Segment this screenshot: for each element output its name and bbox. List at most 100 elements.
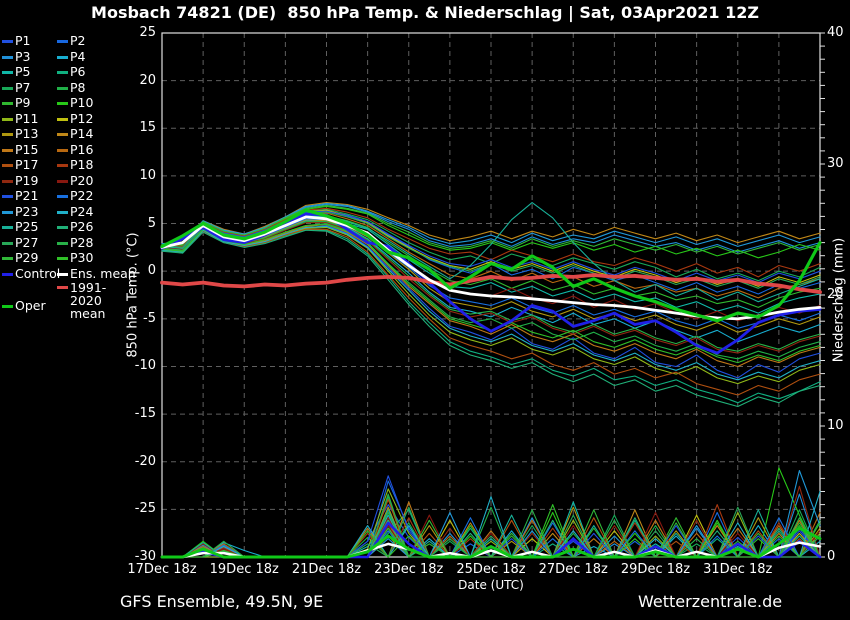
legend-item-p13: P13	[2, 126, 38, 141]
legend-label: 1991-2020 mean	[70, 280, 107, 321]
temp-tick-label: 0	[147, 263, 156, 279]
legend-swatch	[57, 40, 68, 43]
precip-line-oper	[160, 526, 822, 559]
legend-item-p23: P23	[2, 204, 38, 219]
legend-item-ens-mean: Ens. mean	[57, 266, 136, 281]
temp-line-oper	[160, 208, 822, 323]
legend-item-p14: P14	[57, 126, 93, 141]
legend-item-p16: P16	[57, 142, 93, 157]
temp-tick-label: 25	[139, 25, 156, 40]
legend-swatch	[57, 133, 68, 136]
legend-label: P30	[70, 250, 94, 265]
legend-label: P22	[70, 188, 94, 203]
legend-swatch	[2, 210, 13, 214]
temp-line-P15	[161, 223, 821, 368]
legend-label: P14	[70, 126, 94, 141]
temp-tick-label: 5	[147, 215, 156, 231]
legend-label: Control	[15, 265, 61, 281]
temp-line-P23	[161, 202, 821, 247]
date-tick-label: 27Dec 18z	[538, 562, 608, 577]
legend-label: P29	[15, 250, 39, 265]
precip-tick-label: 30	[827, 156, 844, 171]
temp-line-P28	[161, 221, 821, 352]
legend-label: P2	[70, 33, 86, 48]
legend-label: P21	[15, 188, 39, 203]
legend-item-p10: P10	[57, 95, 93, 110]
legend-item-p17: P17	[2, 157, 38, 172]
legend-label: P7	[15, 79, 31, 95]
legend-label: P1	[15, 33, 31, 48]
legend-swatch	[2, 257, 13, 260]
legend-item-p20: P20	[57, 173, 93, 188]
temp-tick-label: -20	[134, 453, 156, 469]
legend-item-p21: P21	[2, 188, 38, 203]
legend-item-p28: P28	[57, 235, 93, 250]
legend-swatch	[2, 117, 13, 121]
legend-swatch	[57, 179, 68, 183]
temp-line-P17	[161, 228, 821, 396]
legend-swatch	[2, 179, 13, 183]
legend-item-p6: P6	[57, 64, 86, 79]
temp-tick-label: -5	[143, 310, 156, 326]
legend-item-p2: P2	[57, 33, 86, 48]
legend-item-p3: P3	[2, 49, 31, 64]
legend-item-p18: P18	[57, 157, 93, 172]
temp-line-P14	[161, 202, 821, 245]
date-tick-label: 31Dec 18z	[703, 562, 773, 577]
legend-item-p24: P24	[57, 204, 93, 219]
legend-swatch	[57, 241, 68, 245]
legend-item-1991-2020-mean: 1991-2020 mean	[57, 281, 133, 320]
date-tick-label: 23Dec 18z	[374, 562, 444, 577]
legend-swatch	[57, 257, 68, 260]
chart-title: Mosbach 74821 (DE) 850 hPa Temp. & Niede…	[91, 3, 759, 22]
temp-tick-label: -10	[134, 358, 156, 374]
legend: P1 P2 P3 P4 P5 P6 P7 P8 P9 P10 P11 P12 P13 P14 P15 P16 P…	[2, 0, 136, 330]
legend-swatch	[2, 164, 13, 167]
legend-item-p12: P12	[57, 111, 93, 126]
precip-tick-label: 20	[827, 287, 844, 302]
legend-swatch	[57, 86, 68, 90]
temp-tick-label: -25	[134, 501, 156, 517]
date-tick-label: 25Dec 18z	[456, 562, 526, 577]
legend-swatch	[57, 226, 68, 229]
legend-label: P19	[15, 172, 39, 188]
temp-line-P24	[161, 225, 821, 381]
legend-swatch	[2, 71, 13, 74]
legend-item-p1: P1	[2, 33, 31, 48]
legend-label: P26	[70, 219, 94, 234]
precip-tick-label: 0	[827, 549, 836, 564]
legend-label: P27	[15, 234, 39, 250]
legend-item-p22: P22	[57, 188, 93, 203]
legend-swatch	[57, 102, 68, 105]
legend-label: P10	[70, 95, 94, 110]
legend-swatch	[57, 148, 68, 152]
legend-swatch	[2, 133, 13, 136]
legend-label: P17	[15, 157, 39, 172]
legend-item-p15: P15	[2, 142, 38, 157]
temp-tick-label: 15	[139, 120, 156, 136]
legend-label: P13	[15, 126, 39, 141]
temp-line-P19	[161, 222, 821, 354]
legend-item-p30: P30	[57, 250, 93, 265]
temp-tick-label: -30	[134, 549, 156, 564]
legend-label: P3	[15, 48, 31, 64]
legend-label: P24	[70, 203, 94, 219]
legend-item-p19: P19	[2, 173, 38, 188]
legend-label: P12	[70, 110, 94, 126]
legend-item-p27: P27	[2, 235, 38, 250]
legend-item-p25: P25	[2, 219, 38, 234]
temp-tick-label: 10	[139, 167, 156, 183]
legend-swatch	[2, 102, 13, 105]
date-tick-label: 29Dec 18z	[620, 562, 691, 577]
legend-swatch	[57, 55, 68, 59]
temp-line-clim	[160, 273, 822, 294]
legend-item-p7: P7	[2, 80, 31, 95]
legend-item-control: Control	[2, 266, 60, 281]
footer-model-info: GFS Ensemble, 49.5N, 9E	[120, 592, 324, 611]
legend-swatch	[57, 117, 68, 121]
legend-label: P16	[70, 141, 94, 157]
legend-label: P25	[15, 219, 39, 234]
legend-swatch	[2, 305, 13, 308]
legend-label: P5	[15, 64, 31, 79]
